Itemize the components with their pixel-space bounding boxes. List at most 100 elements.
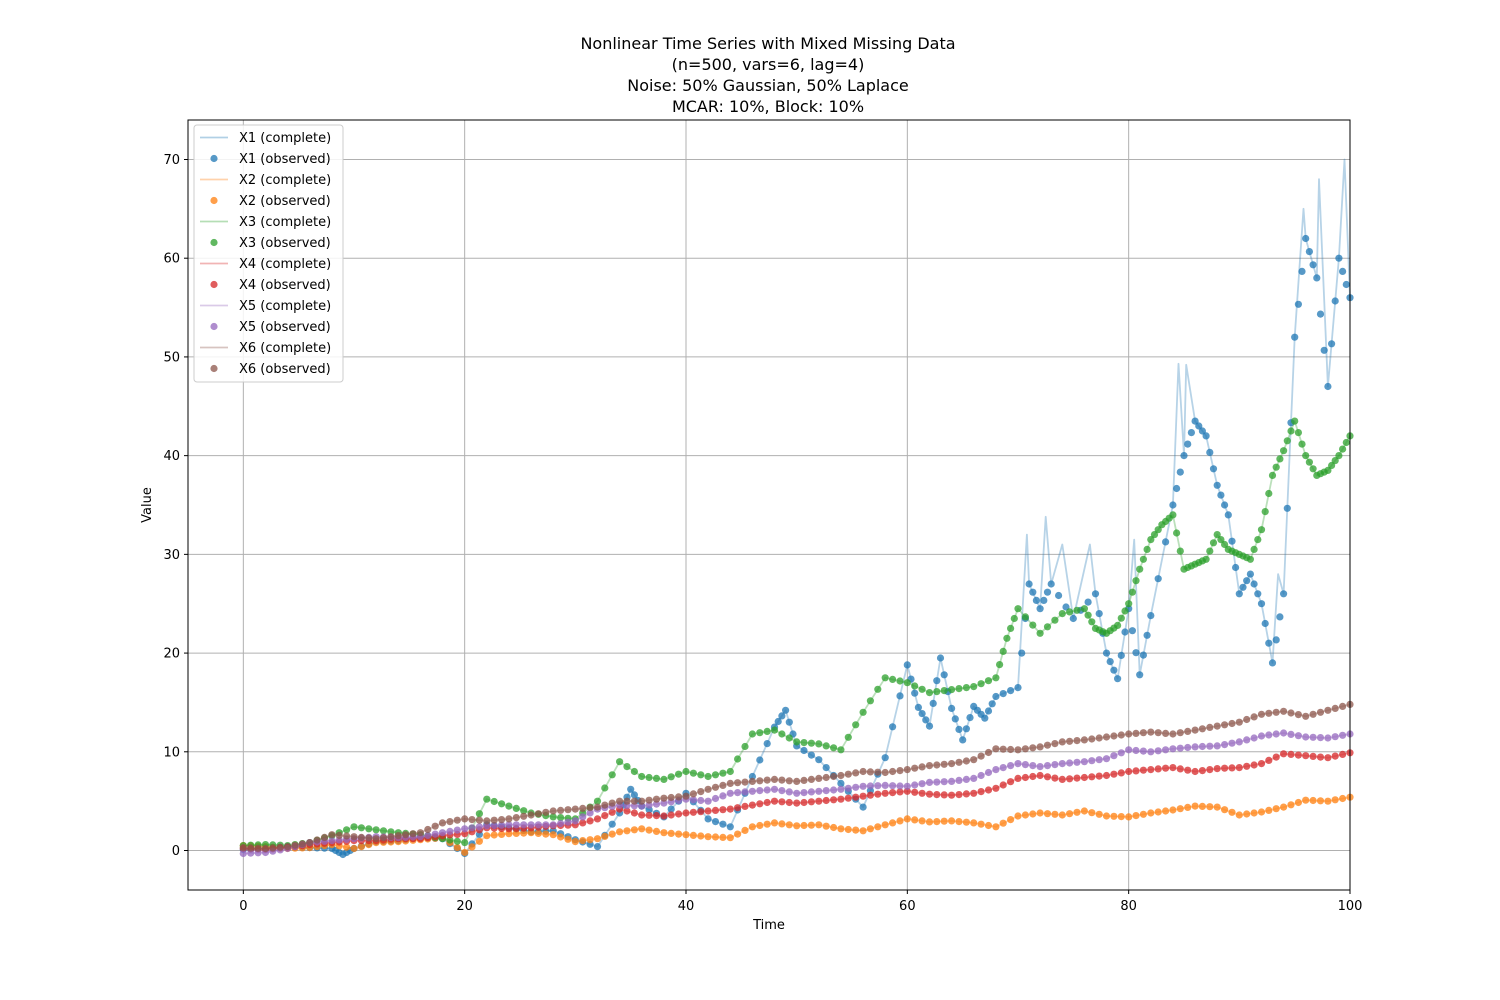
x5-observed-point — [1294, 732, 1302, 740]
x3-observed-point — [1073, 606, 1081, 614]
x3-observed-point — [1305, 458, 1313, 466]
x4-observed-point — [822, 796, 830, 805]
x5-observed-point — [1058, 760, 1066, 768]
x2-observed-point — [999, 819, 1007, 827]
x6-observed-point — [977, 752, 985, 760]
x3-observed-point — [785, 734, 793, 742]
x1-observed-point — [1298, 267, 1306, 275]
x1-observed-point — [1032, 596, 1040, 605]
x5-observed-point — [1073, 758, 1081, 766]
x1-observed-point — [1313, 274, 1321, 282]
x3-observed-point — [1080, 605, 1088, 613]
x3-observed-point — [1283, 437, 1291, 445]
x2-observed-point — [1221, 806, 1229, 814]
x6-observed-point — [1021, 745, 1029, 753]
x4-observed-point — [1213, 765, 1221, 773]
x1-observed-point — [955, 725, 963, 734]
x-tick-label: 40 — [678, 899, 695, 914]
x4-observed-point — [579, 819, 587, 827]
x4-observed-point — [962, 790, 971, 798]
x2-observed-point — [343, 843, 351, 851]
x2-observed-point — [498, 830, 506, 839]
x1-observed-point — [1283, 504, 1291, 512]
x6-observed-point — [424, 825, 432, 834]
x4-observed-point — [1302, 752, 1310, 760]
x3-observed-point — [1198, 557, 1206, 565]
x2-observed-point — [807, 821, 816, 829]
x3-observed-point — [601, 784, 609, 792]
x5-observed-point — [1036, 763, 1044, 771]
x5-observed-point — [520, 821, 528, 829]
x5-observed-point — [505, 821, 513, 829]
x1-observed-point — [859, 803, 867, 811]
x3-observed-point — [1003, 634, 1011, 642]
x6-observed-point — [350, 833, 358, 841]
x3-observed-point — [881, 674, 889, 682]
x1-observed-point — [1018, 649, 1026, 657]
x3-observed-point — [970, 683, 978, 691]
x5-observed-point — [1125, 746, 1133, 754]
x1-observed-point — [1043, 588, 1052, 596]
x3-observed-point — [1058, 610, 1066, 618]
x4-observed-point — [601, 812, 609, 820]
x2-observed-point — [1162, 807, 1170, 815]
x6-observed-point — [601, 801, 609, 809]
x6-observed-point — [675, 793, 683, 801]
x5-observed-point — [549, 821, 557, 829]
x5-observed-point — [468, 824, 476, 832]
x4-observed-point — [955, 791, 963, 799]
x6-observed-point — [1250, 713, 1258, 721]
x6-observed-point — [490, 816, 498, 824]
x1-observed-point — [1217, 491, 1225, 499]
x3-observed-point — [763, 727, 771, 736]
x6-observed-point — [1169, 730, 1177, 738]
x5-observed-point — [247, 849, 255, 857]
x6-observed-point — [734, 779, 742, 787]
x1-observed-point — [951, 715, 959, 723]
x3-observed-point — [859, 708, 867, 716]
x4-observed-point — [1191, 767, 1199, 776]
x1-observed-point — [1305, 248, 1313, 256]
x3-observed-point — [1265, 489, 1273, 498]
x6-observed-point — [667, 793, 675, 802]
x3-observed-point — [1342, 438, 1350, 447]
x2-observed-point — [1235, 811, 1243, 819]
x3-observed-point — [645, 773, 653, 782]
x3-observed-point — [1066, 608, 1074, 616]
x5-observed-point — [571, 817, 579, 825]
x3-observed-point — [1014, 605, 1022, 613]
x1-observed-point — [922, 716, 930, 724]
x2-observed-point — [925, 818, 934, 826]
x1-observed-point — [726, 823, 734, 831]
x1-observed-point — [1228, 537, 1236, 545]
x4-observed-point — [1102, 771, 1111, 780]
x3-observed-point — [889, 675, 897, 684]
x6-observed-point — [1007, 745, 1015, 754]
x4-observed-point — [1058, 775, 1066, 784]
x4-observed-point — [667, 811, 675, 819]
x1-observed-point — [889, 723, 897, 731]
x6-observed-point — [1176, 729, 1184, 737]
x2-observed-point — [689, 831, 698, 840]
x2-observed-point — [889, 819, 897, 827]
x6-observed-point — [903, 766, 911, 774]
x4-observed-point — [1125, 767, 1133, 776]
x1-observed-point — [1102, 649, 1111, 657]
x6-observed-point — [564, 806, 572, 814]
x1-observed-point — [807, 751, 816, 759]
x2-observed-point — [1058, 811, 1066, 819]
x4-observed-point — [1316, 753, 1325, 761]
x6-observed-point — [682, 792, 690, 800]
x4-observed-point — [770, 797, 779, 805]
x3-observed-point — [446, 836, 454, 844]
x1-observed-point — [1069, 614, 1077, 623]
x2-observed-point — [822, 822, 830, 830]
x6-observed-point — [542, 808, 550, 816]
x3-observed-point — [630, 767, 639, 776]
x2-observed-point — [1095, 810, 1103, 818]
x6-observed-point — [1243, 715, 1251, 724]
x5-observed-point — [726, 789, 734, 797]
x5-observed-point — [719, 792, 727, 800]
x1-observed-point — [837, 779, 845, 788]
x5-observed-point — [446, 827, 454, 836]
